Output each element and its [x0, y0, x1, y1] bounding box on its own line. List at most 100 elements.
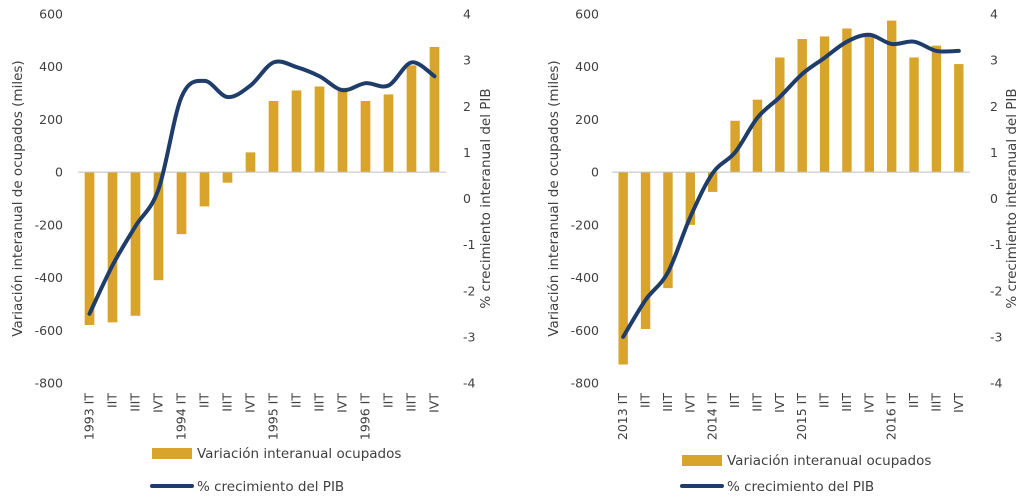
bar-1993-it	[84, 172, 95, 326]
bar-iit	[640, 172, 651, 329]
bar-ivt	[429, 46, 440, 173]
legend-bar-swatch	[682, 455, 722, 466]
bar-1996-it	[360, 100, 371, 173]
x-tick-label: 2014 IT	[705, 393, 720, 440]
bar-2016-it	[886, 20, 897, 173]
bar-iit	[730, 120, 740, 173]
x-tick-label: IIT	[381, 393, 396, 408]
legend-bar-label: Variación interanual ocupados	[197, 446, 401, 462]
y-tick-label: 0	[55, 165, 63, 180]
chart-panel-2013-2016: -800 -600 -400 -200 0 200 400 600 -4 -3 -2 -1 0 1 2 3 4 V…	[546, 7, 1020, 496]
bar-iiit	[406, 65, 417, 173]
gdp-growth-line	[87, 59, 437, 316]
bar-ivt	[775, 57, 785, 173]
x-tick-label: IVT	[335, 393, 350, 413]
y2-tick-label: 3	[463, 53, 471, 68]
bar-iit	[107, 172, 118, 323]
y-tick-label: 200	[39, 112, 63, 127]
bar-iiit	[314, 86, 325, 173]
y2-axis-title: % crecimiento interanual del PIB	[1004, 88, 1020, 308]
x-tick-label: IVT	[861, 393, 876, 413]
x-tick-label: IIT	[289, 393, 304, 408]
x-tick-label: 1993 IT	[82, 393, 97, 440]
x-tick-label: IVT	[427, 393, 442, 413]
y2-tick-label: 3	[990, 53, 998, 68]
x-tick-label: IIT	[638, 393, 653, 408]
x-tick-label: IVT	[243, 393, 258, 413]
bar-iit	[383, 94, 394, 173]
bar-iit	[909, 57, 919, 173]
y2-tick-label: 0	[990, 191, 998, 206]
gdp-growth-line	[621, 32, 961, 339]
bar-iiit	[931, 45, 942, 173]
x-tick-label: IIIT	[660, 393, 675, 412]
x-tick-label: IIT	[906, 393, 921, 408]
x-tick-label: IIIT	[404, 393, 419, 412]
y-tick-label: -800	[35, 376, 63, 391]
y2-tick-label: 4	[990, 7, 998, 22]
x-tick-label: IIT	[197, 393, 212, 408]
y-axis-title: Variación interanual de ocupados (miles)	[546, 60, 562, 336]
x-tick-label: IVT	[151, 393, 166, 413]
bar-iit	[819, 36, 830, 173]
bar-ivt	[337, 87, 348, 173]
y2-axis-title: % crecimiento interanual del PIB	[478, 88, 494, 308]
bar-2013-it	[618, 172, 628, 365]
x-tick-label: 2013 IT	[615, 393, 630, 440]
bar-iiit	[222, 172, 233, 183]
x-tick-label: 1994 IT	[174, 393, 189, 440]
y-tick-label: 600	[575, 7, 599, 22]
bar-ivt	[245, 152, 256, 173]
x-tick-label: 2015 IT	[794, 393, 809, 440]
y2-tick-label: 0	[463, 191, 471, 206]
y-tick-label: -200	[571, 217, 599, 232]
bar-iit	[199, 172, 210, 207]
y-tick-label: -400	[571, 270, 599, 285]
y2-tick-label: -2	[990, 283, 1002, 298]
legend-bar-label: Variación interanual ocupados	[727, 453, 931, 469]
y2-tick-label: -4	[990, 376, 1003, 391]
x-tick-label: IIT	[105, 393, 120, 408]
x-tick-label: IVT	[682, 393, 697, 413]
bar-2014-it	[707, 172, 718, 192]
y-tick-label: -400	[35, 270, 63, 285]
x-tick-label: 2016 IT	[884, 393, 899, 440]
legend-line-label: % crecimiento del PIB	[727, 479, 874, 495]
bar-ivt	[954, 64, 964, 173]
legend-bar-swatch	[152, 448, 192, 459]
y-tick-label: -800	[571, 376, 599, 391]
x-tick-label: IIIT	[312, 393, 327, 412]
y2-tick-label: -3	[463, 329, 475, 344]
x-tick-label: IVT	[772, 393, 787, 413]
x-tick-label: IIT	[817, 393, 832, 408]
y2-tick-label: 2	[990, 99, 998, 114]
y-tick-label: 0	[591, 165, 599, 180]
x-tick-label: IVT	[951, 393, 966, 413]
y-tick-label: -200	[35, 217, 63, 232]
y2-tick-label: 4	[463, 7, 471, 22]
y2-tick-label: -4	[463, 376, 476, 391]
y-tick-label: 600	[39, 7, 63, 22]
x-tick-label: 1995 IT	[266, 393, 281, 440]
y2-tick-label: -2	[463, 283, 475, 298]
x-tick-label: IIIT	[839, 393, 854, 412]
bar-iiit	[130, 172, 141, 316]
y2-tick-label: -1	[463, 237, 475, 252]
y-tick-label: 400	[39, 59, 63, 74]
bar-ivt	[864, 33, 875, 173]
bar-iiit	[752, 99, 763, 173]
bar-iiit	[842, 28, 852, 173]
y-tick-label: 200	[575, 112, 599, 127]
x-tick-label: IIT	[727, 393, 742, 408]
y-tick-label: 400	[575, 59, 599, 74]
y2-tick-label: 2	[463, 99, 471, 114]
y2-tick-label: 1	[463, 145, 471, 160]
y-tick-label: -600	[571, 323, 599, 338]
y-axis-title: Variación interanual de ocupados (miles)	[10, 60, 26, 336]
x-tick-label: 1996 IT	[358, 393, 373, 440]
bar-2015-it	[797, 39, 807, 173]
y2-tick-label: -1	[990, 237, 1002, 252]
bar-1994-it	[176, 172, 187, 235]
x-tick-label: IIIT	[749, 393, 764, 412]
x-tick-label: IIIT	[220, 393, 235, 412]
